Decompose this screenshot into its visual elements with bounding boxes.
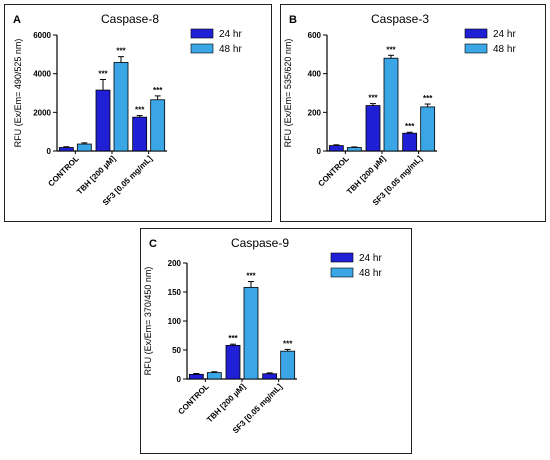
y-tick-label: 4000 [33,70,51,79]
panel-letter: C [149,238,157,250]
bar-control-48hr [76,143,92,152]
y-tick-label: 0 [317,147,322,156]
legend-label-24hr: 24 hr [359,253,382,264]
significance-label: *** [98,69,108,78]
legend-swatch-48hr [330,267,354,278]
y-tick-label: 600 [308,31,322,40]
significance-label: *** [135,106,145,115]
panel-letter: A [13,14,21,26]
legend-label-48hr: 48 hr [359,268,382,279]
legend-label-48hr: 48 hr [493,44,516,55]
y-axis-label: RFU (Ex/Em= 535/620 nm) [283,39,293,148]
significance-label: *** [283,339,293,348]
category-label-control: CONTROL [176,382,210,416]
y-tick-label: 50 [172,346,181,355]
bar-sf3-24hr [132,116,148,152]
chart-title: Caspase-3 [371,12,429,26]
significance-label: *** [386,45,396,54]
bar-control-48hr [206,372,222,380]
category-label-control: CONTROL [46,154,80,188]
caspase-9-chart: C Caspase-9 RFU (Ex/Em= 370/450 nm) 0 50 100 1… [143,236,382,435]
significance-label: *** [228,334,238,343]
y-tick-label: 150 [168,288,182,297]
bar-tbh-48hr [113,62,129,152]
bar-sf3-48hr [150,99,166,152]
caspase-3-panel: B Caspase-3 RFU (Ex/Em= 535/620 nm) 0 200 400… [280,4,546,222]
bar-tbh-48hr [383,57,399,152]
bar-tbh-48hr [243,286,259,380]
significance-label: *** [423,94,433,103]
significance-label: *** [153,86,163,95]
legend-swatch-48hr [190,43,214,54]
legend-label-24hr: 24 hr [219,29,242,40]
caspase-9-panel: C Caspase-9 RFU (Ex/Em= 370/450 nm) 0 50 100 1… [140,228,412,454]
legend-swatch-24hr [464,28,488,39]
bar-sf3-24hr [402,132,418,152]
legend-swatch-48hr [464,43,488,54]
y-tick-label: 400 [308,70,322,79]
y-axis-label: RFU (Ex/Em= 370/450 nm) [143,267,153,376]
caspase-8-chart: A Caspase-8 RFU (Ex/Em= 490/525 nm) 0 2000 40… [13,12,242,207]
legend-swatch-24hr [330,252,354,263]
y-tick-label: 0 [47,147,52,156]
bar-sf3-48hr [280,350,296,380]
bar-tbh-24hr [225,344,241,380]
significance-label: *** [246,272,256,281]
bar-control-24hr [188,373,204,380]
y-tick-label: 100 [168,317,182,326]
caspase-8-panel: A Caspase-8 RFU (Ex/Em= 490/525 nm) 0 2000 40… [4,4,272,222]
bar-tbh-24hr [95,89,111,152]
significance-label: *** [368,94,378,103]
bar-tbh-24hr [365,105,381,152]
caspase-3-chart: B Caspase-3 RFU (Ex/Em= 535/620 nm) 0 200 400… [283,12,516,207]
legend-label-48hr: 48 hr [219,44,242,55]
category-label-control: CONTROL [316,154,350,188]
y-tick-label: 200 [308,108,322,117]
bar-sf3-24hr [262,373,278,380]
bar-control-48hr [346,147,362,152]
y-axis-label: RFU (Ex/Em= 490/525 nm) [13,39,23,148]
significance-label: *** [116,47,126,56]
panel-letter: B [289,14,297,26]
bar-control-24hr [328,145,344,152]
chart-title: Caspase-8 [101,12,159,26]
bar-control-24hr [58,147,74,152]
y-tick-label: 6000 [33,31,51,40]
bar-sf3-48hr [420,106,436,152]
significance-label: *** [405,122,415,131]
legend-label-24hr: 24 hr [493,29,516,40]
chart-title: Caspase-9 [231,236,289,250]
y-tick-label: 200 [168,259,182,268]
legend-swatch-24hr [190,28,214,39]
y-tick-label: 2000 [33,108,51,117]
y-tick-label: 0 [177,375,182,384]
